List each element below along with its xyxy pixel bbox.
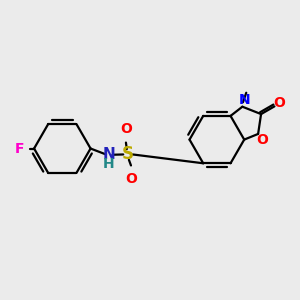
Text: O: O	[120, 122, 132, 136]
Text: N: N	[239, 93, 250, 107]
Text: O: O	[274, 96, 286, 110]
Text: O: O	[125, 172, 137, 186]
Text: S: S	[122, 146, 134, 164]
Text: N: N	[103, 147, 116, 162]
Text: H: H	[103, 157, 114, 171]
Text: F: F	[15, 142, 24, 155]
Text: O: O	[256, 133, 268, 147]
